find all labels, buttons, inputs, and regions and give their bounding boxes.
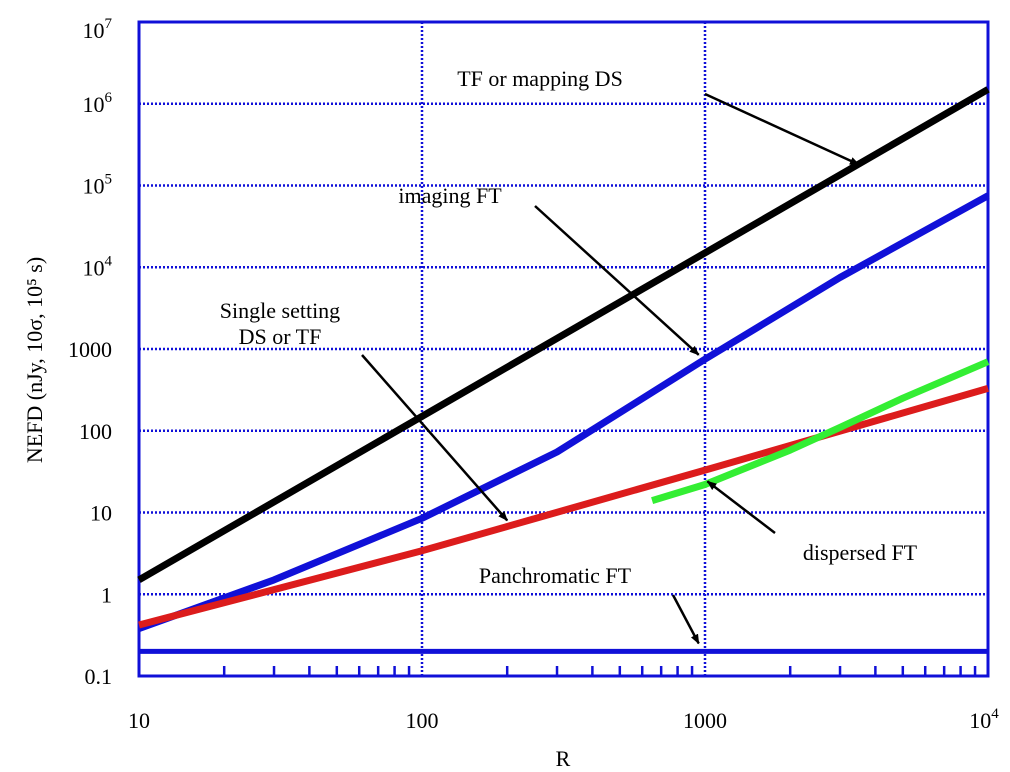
x-tick-label: 1000 bbox=[683, 708, 727, 733]
x-tick-label: 100 bbox=[406, 708, 439, 733]
x-tick-label: 10 bbox=[128, 708, 150, 733]
series-lines bbox=[137, 86, 990, 654]
annotation-arrow bbox=[361, 354, 509, 522]
tick-labels: 0.1 1 10 100 1000 104 105 106 107 10 100 1000 104 bbox=[68, 16, 999, 733]
y-tick-label: 104 bbox=[83, 253, 113, 280]
y-tick-label: 1000 bbox=[68, 337, 112, 362]
x-tick-label: 104 bbox=[969, 706, 999, 733]
y-axis-label: NEFD (nJy, 10σ, 10⁵ s) bbox=[22, 257, 47, 463]
plot-frame bbox=[137, 20, 990, 678]
y-tick-label: 106 bbox=[83, 90, 113, 117]
annotation-label: Panchromatic FT bbox=[479, 563, 632, 588]
minor-tick-marks bbox=[222, 666, 977, 676]
annotation-arrow bbox=[534, 205, 700, 356]
series-line-dispersed-ft bbox=[651, 358, 990, 504]
series-line-tf-mapping-ds bbox=[137, 86, 990, 583]
annotations: TF or mapping DS imaging FT Single setting… bbox=[220, 66, 918, 645]
x-axis-label: R bbox=[556, 746, 571, 771]
y-tick-label: 107 bbox=[83, 16, 113, 43]
annotation-label: dispersed FT bbox=[803, 540, 918, 565]
y-tick-label: 105 bbox=[83, 172, 113, 199]
series-line-imaging-ft bbox=[137, 192, 990, 632]
annotation-label: Single setting DS or TF bbox=[220, 298, 340, 349]
y-tick-label: 10 bbox=[90, 501, 112, 526]
annotation-arrow bbox=[704, 92, 860, 166]
annotation-arrow bbox=[706, 480, 776, 534]
annotation-arrow bbox=[671, 594, 700, 645]
annotation-label: imaging FT bbox=[398, 183, 502, 208]
y-tick-label: 1 bbox=[101, 582, 112, 607]
y-tick-label: 0.1 bbox=[85, 664, 113, 689]
y-tick-label: 100 bbox=[79, 419, 112, 444]
annotation-label: TF or mapping DS bbox=[457, 66, 623, 91]
series-line-single-setting bbox=[138, 385, 989, 629]
